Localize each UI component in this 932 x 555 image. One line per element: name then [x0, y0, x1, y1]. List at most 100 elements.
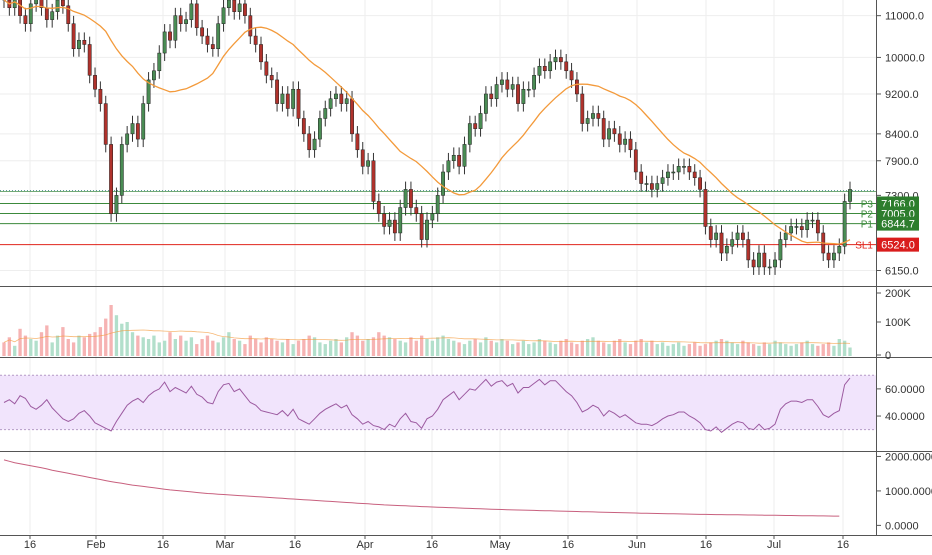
- candle-body: [510, 84, 515, 90]
- rsi-tick-label: 40.0000: [885, 411, 925, 423]
- volume-bar: [232, 339, 236, 356]
- volume-bar: [130, 332, 135, 356]
- indicator3-tick-label: 1000.0000: [885, 486, 932, 498]
- level-value-p1: 6844.7: [881, 219, 915, 231]
- candle-body: [516, 84, 520, 104]
- candle-body: [419, 213, 424, 240]
- volume-bar: [842, 340, 847, 356]
- candle-body: [291, 88, 296, 109]
- moving-average-line: [3, 0, 851, 245]
- candle-body: [55, 0, 60, 12]
- volume-bar: [318, 342, 322, 356]
- volume-bar: [71, 342, 76, 356]
- volume-bar: [152, 335, 156, 356]
- volume-bar: [248, 335, 252, 356]
- volume-bar: [500, 339, 504, 356]
- volume-tick-label: 200K: [885, 288, 911, 300]
- candle-body: [724, 245, 729, 254]
- candle-body: [692, 171, 697, 178]
- candle-body: [253, 35, 258, 45]
- candle-body: [483, 93, 488, 114]
- candle-body: [505, 79, 510, 90]
- candle-body: [334, 93, 338, 100]
- candle-body: [682, 166, 686, 168]
- rsi-pane: [0, 374, 876, 433]
- candle-body: [355, 133, 360, 151]
- volume-bar: [559, 340, 563, 356]
- volume-bar: [757, 345, 761, 356]
- price-tick-label: 10000.0: [885, 52, 925, 64]
- candle-body: [18, 0, 22, 16]
- time-tick-label: Jul: [767, 539, 781, 550]
- candle-body: [676, 166, 681, 173]
- candle-body: [387, 219, 392, 227]
- time-tick-label: 16: [24, 539, 36, 550]
- candle-body: [28, 3, 33, 24]
- volume-bar: [773, 340, 777, 356]
- volume-bar: [88, 333, 92, 356]
- candle-body: [312, 138, 317, 151]
- level-label-p2: P2: [861, 209, 874, 220]
- candle-body: [794, 226, 799, 228]
- candle-body: [280, 93, 285, 104]
- volume-bar: [730, 342, 734, 356]
- volume-bar: [585, 339, 590, 356]
- candle-body: [719, 232, 724, 254]
- candle-body: [810, 219, 815, 222]
- volume-bar: [286, 339, 290, 356]
- candle-body: [735, 232, 740, 240]
- candle-body: [762, 252, 767, 268]
- candle-body: [93, 75, 97, 90]
- volume-bar: [345, 337, 349, 356]
- price-tick-label: 7900.0: [885, 156, 919, 168]
- volume-bar: [45, 325, 49, 356]
- candle-body: [446, 160, 451, 173]
- volume-bar: [184, 340, 188, 356]
- candle-body: [221, 7, 226, 24]
- candle-body: [371, 160, 376, 202]
- volume-bar: [371, 337, 376, 356]
- candle-body: [628, 138, 633, 151]
- candle-body: [232, 0, 237, 12]
- level-label-p1: P1: [861, 220, 874, 231]
- candle-body: [275, 79, 279, 104]
- candle-body: [741, 232, 745, 240]
- time-tick-label: Apr: [356, 539, 373, 550]
- rsi-band: [0, 375, 876, 430]
- candle-body: [757, 252, 761, 268]
- volume-bar: [468, 340, 472, 356]
- candle-body: [39, 0, 44, 9]
- candle-body: [767, 266, 772, 269]
- candle-body: [162, 31, 167, 54]
- candle-body: [435, 195, 440, 215]
- volume-bar: [639, 339, 643, 356]
- candle-body: [671, 171, 676, 174]
- candle-body: [200, 27, 205, 37]
- candle-body: [832, 252, 836, 261]
- candle-body: [71, 23, 76, 50]
- volume-bar: [409, 337, 413, 356]
- candle-body: [189, 3, 194, 20]
- candle-body: [478, 113, 483, 129]
- volume-bar: [264, 337, 269, 356]
- candle-body: [398, 207, 403, 234]
- candle-body: [114, 195, 119, 215]
- indicator3-line: [3, 459, 840, 517]
- candle-body: [585, 118, 590, 124]
- candle-body: [575, 79, 579, 95]
- candle-body: [601, 118, 606, 140]
- volume-bar: [221, 337, 226, 356]
- time-axis: 16 Feb 16 Mar 16 Apr 16 May 16 Jun 16 Jul 16: [24, 535, 849, 551]
- volume-bar: [505, 340, 509, 356]
- candle-body: [376, 201, 381, 215]
- volume-bar: [189, 337, 194, 356]
- candle-body: [414, 207, 419, 215]
- candle-body: [318, 118, 322, 140]
- time-tick-label: 16: [837, 539, 849, 550]
- candle-body: [532, 75, 536, 90]
- candle-body: [184, 19, 188, 24]
- volume-bar: [403, 342, 408, 356]
- candle-body: [205, 35, 210, 45]
- volume-bar: [82, 337, 86, 356]
